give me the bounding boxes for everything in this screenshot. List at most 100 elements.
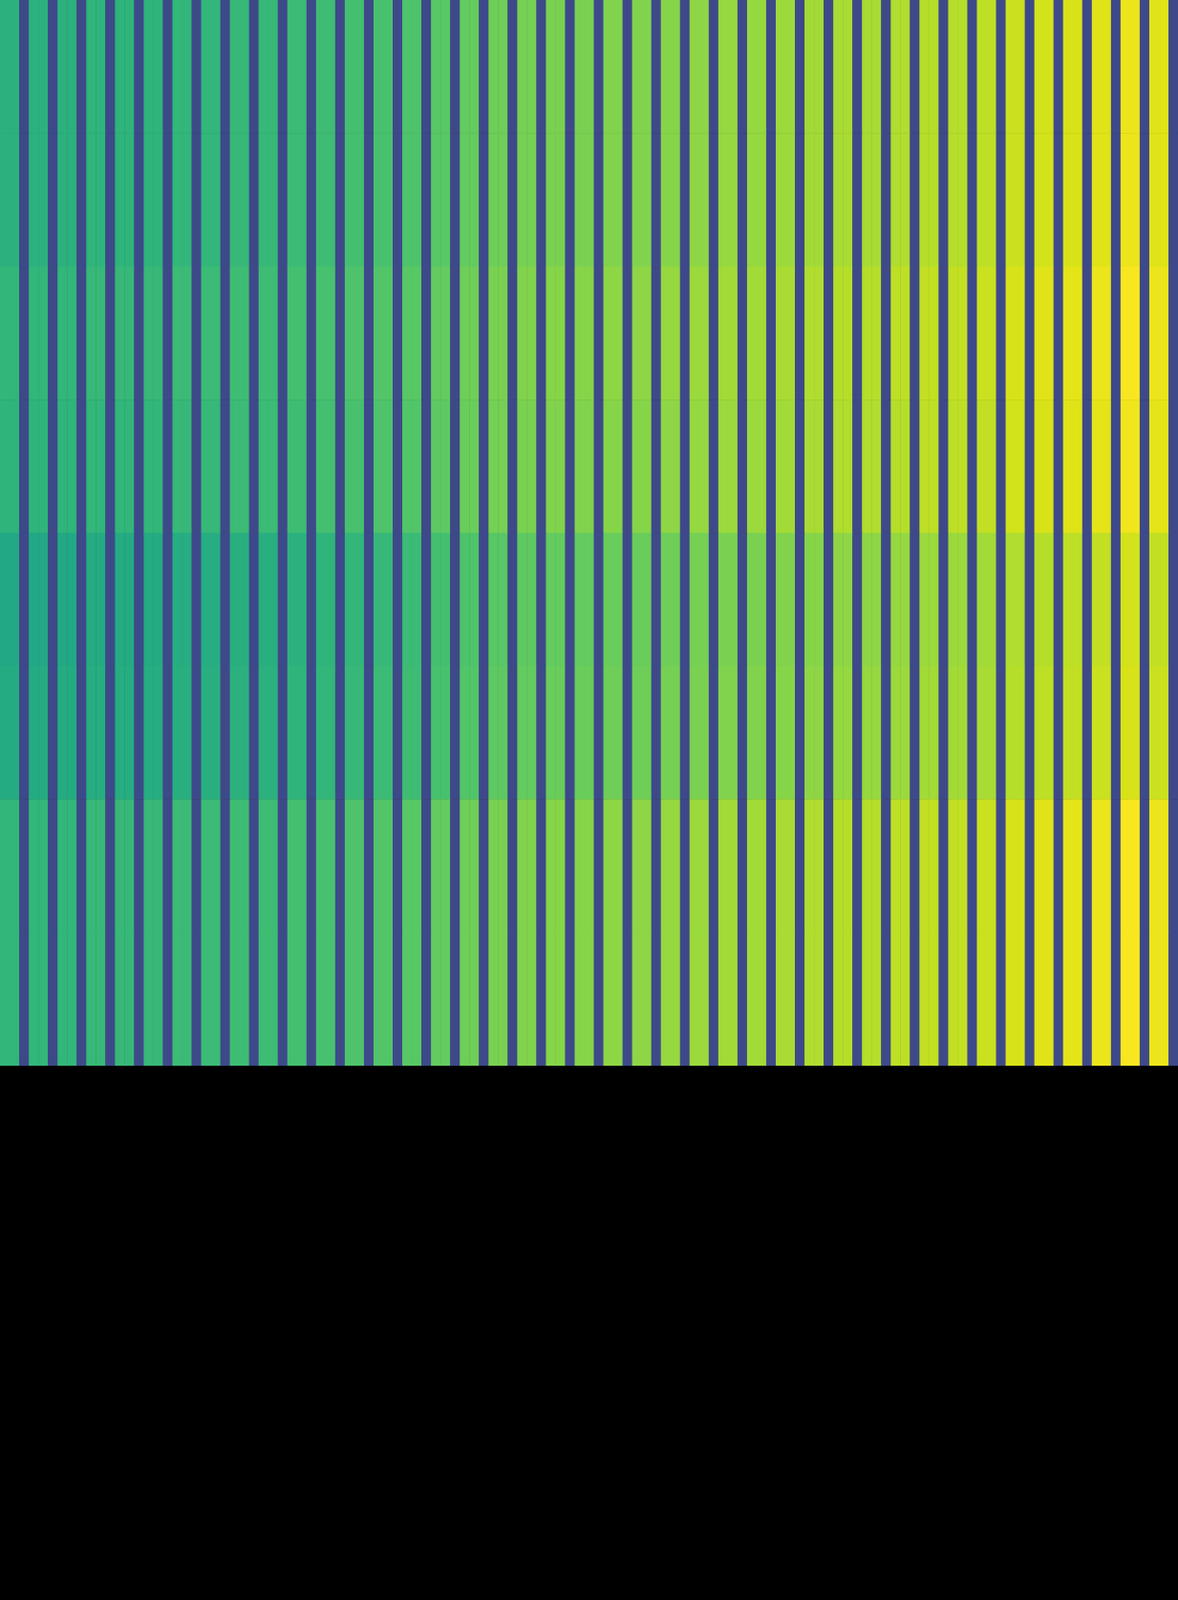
heatmap-cell (996, 0, 1007, 134)
heatmap-cell (1101, 533, 1113, 667)
heatmap-cell (1082, 665, 1093, 800)
heatmap-cell (766, 132, 777, 267)
heatmap-cell (890, 399, 901, 534)
heatmap-cell (516, 665, 528, 800)
heatmap-cell (95, 0, 107, 134)
heatmap-cell (1158, 0, 1170, 134)
heatmap-cell (861, 932, 873, 1066)
heatmap-cell (105, 132, 116, 267)
heatmap-cell (383, 266, 394, 401)
heatmap-cell (411, 798, 423, 933)
heatmap-cell (613, 132, 624, 267)
heatmap-cell (976, 266, 987, 401)
heatmap-cell (1101, 132, 1113, 267)
heatmap-cell (9, 266, 21, 401)
heatmap-cell (976, 932, 987, 1066)
heatmap-cell (899, 665, 911, 800)
heatmap-cell (670, 533, 682, 667)
heatmap-cell (516, 399, 528, 534)
heatmap-cell (632, 665, 643, 800)
heatmap-cell (813, 132, 825, 267)
heatmap-cell (775, 132, 787, 267)
heatmap-cell (526, 0, 537, 134)
heatmap-cell (105, 0, 116, 134)
heatmap-cell (325, 399, 337, 534)
heatmap-cell (1044, 798, 1055, 933)
heatmap-cell (794, 132, 806, 267)
heatmap-cell (919, 399, 930, 534)
heatmap-cell (373, 132, 385, 267)
heatmap-cell (890, 665, 901, 800)
heatmap-cell (239, 399, 251, 534)
heatmap-cell (661, 533, 672, 667)
heatmap-cell (842, 399, 854, 534)
heatmap-cell (383, 0, 394, 134)
heatmap-cell (85, 533, 97, 667)
heatmap-cell (794, 798, 806, 933)
heatmap-cell (47, 399, 59, 534)
heatmap-cell (114, 533, 126, 667)
heatmap-cell (699, 665, 710, 800)
heatmap-cell (583, 132, 595, 267)
heatmap-cell (171, 266, 183, 401)
heatmap-cell (181, 932, 193, 1066)
heatmap-cell (0, 798, 11, 933)
heatmap-cell (230, 932, 241, 1066)
heatmap-cell (268, 932, 279, 1066)
heatmap-cell (516, 533, 528, 667)
heatmap-cell (105, 533, 116, 667)
heatmap-cell (258, 266, 270, 401)
heatmap-cell (747, 132, 758, 267)
heatmap-cell (19, 266, 30, 401)
heatmap-cell (421, 266, 432, 401)
heatmap-cell (728, 132, 739, 267)
heatmap-cell (85, 0, 97, 134)
heatmap-cell (613, 0, 624, 134)
heatmap-cell (1149, 932, 1160, 1066)
heatmap-cell (545, 132, 557, 267)
heatmap-cell (526, 665, 537, 800)
heatmap-cell (842, 665, 854, 800)
heatmap-cell (1015, 266, 1027, 401)
heatmap-cell (680, 665, 691, 800)
heatmap-cell (632, 798, 643, 933)
heatmap-cell (833, 932, 844, 1066)
heatmap-cell (287, 798, 299, 933)
heatmap-cell (478, 533, 490, 667)
heatmap-cell (440, 132, 451, 267)
heatmap-cell (842, 533, 854, 667)
heatmap-cell (76, 932, 87, 1066)
heatmap-cell (661, 665, 672, 800)
heatmap-cell (976, 0, 987, 134)
heatmap-cell (1044, 0, 1055, 134)
heatmap-cell (766, 665, 777, 800)
heatmap-cell (555, 266, 566, 401)
heatmap-cell (1025, 798, 1036, 933)
heatmap-cell (775, 266, 787, 401)
heatmap-cell (785, 266, 796, 401)
heatmap-cell (459, 0, 471, 134)
heatmap-cell (114, 0, 126, 134)
heatmap-cell (1015, 665, 1027, 800)
heatmap-cell (1082, 266, 1093, 401)
heatmap-cell (680, 533, 691, 667)
heatmap-cell (535, 266, 547, 401)
heatmap-cell (1082, 533, 1093, 667)
heatmap-cell (421, 399, 432, 534)
heatmap-cell (632, 399, 643, 534)
heatmap-cell (890, 932, 901, 1066)
heatmap-cell (1072, 665, 1084, 800)
heatmap-cell (957, 932, 968, 1066)
heatmap-cell (344, 798, 356, 933)
heatmap-cell (162, 266, 173, 401)
heatmap-cell (1130, 132, 1141, 267)
heatmap-cell (1072, 132, 1084, 267)
heatmap-cell (162, 533, 173, 667)
heatmap-cell (440, 0, 451, 134)
heatmap-cell (747, 798, 758, 933)
heatmap-cell (0, 533, 11, 667)
heatmap-cell (392, 533, 404, 667)
heatmap-cell (114, 665, 126, 800)
heatmap-cell (181, 132, 193, 267)
heatmap-cell (1082, 932, 1093, 1066)
